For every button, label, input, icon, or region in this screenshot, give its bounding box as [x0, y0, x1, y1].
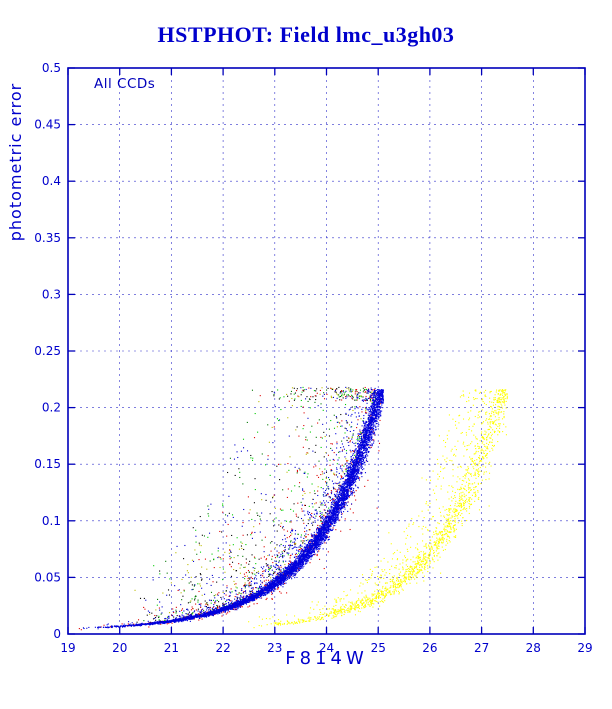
y-axis-label: photometric error [6, 82, 25, 242]
ccd-annotation: All CCDs [94, 76, 156, 92]
x-axis-label: F814W [285, 648, 368, 669]
chart-title: HSTPHOT: Field lmc_u3gh03 [157, 22, 455, 47]
